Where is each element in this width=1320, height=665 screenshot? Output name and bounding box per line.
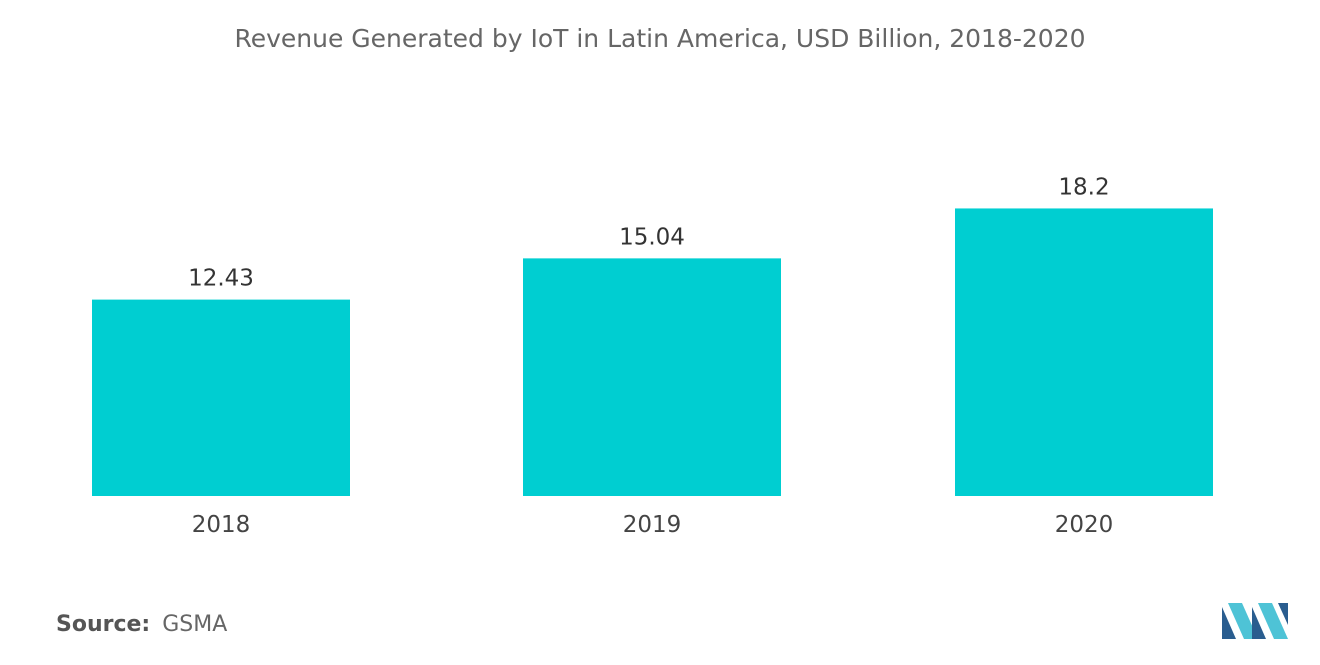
value-label-2019: 15.04 [619,224,685,250]
value-label-2020: 18.2 [1058,174,1109,200]
bars-group [92,208,1213,496]
chart-title: Revenue Generated by IoT in Latin Americ… [234,24,1086,53]
bar-2020 [955,208,1213,496]
value-label-2018: 12.43 [188,266,254,292]
source-note: Source: GSMA [56,612,227,637]
mordor-intelligence-logo-icon [1222,603,1288,639]
source-value: GSMA [162,612,228,637]
x-tick-label-2020: 2020 [1055,512,1114,538]
bar-2019 [523,258,781,496]
source-label: Source: [56,612,151,637]
bar-2018 [92,299,350,496]
x-tick-labels-group: 2018 2019 2020 [192,512,1114,538]
bar-chart: 12.43 15.04 18.2 2018 2019 2020 [92,174,1213,538]
value-labels-group: 12.43 15.04 18.2 [188,174,1110,291]
x-tick-label-2019: 2019 [623,512,682,538]
x-tick-label-2018: 2018 [192,512,251,538]
